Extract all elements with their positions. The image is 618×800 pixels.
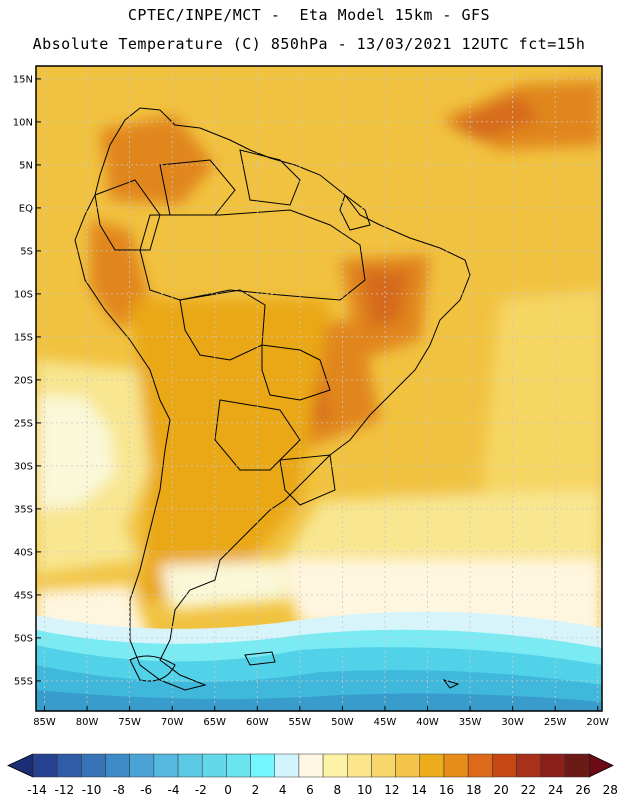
- chart-title-line1: CPTEC/INPE/MCT - Eta Model 15km - GFS: [127, 6, 491, 24]
- colorbar-cell: [226, 753, 251, 778]
- lat-label: 20S: [14, 375, 33, 386]
- lon-label: 45W: [374, 717, 397, 728]
- lon-label: 85W: [33, 717, 56, 728]
- longitude-labels: 85W 80W 75W 70W 65W 60W 55W 50W 45W 40W 35W 30W 25W 2…: [33, 706, 609, 728]
- lat-label: 55S: [14, 676, 33, 687]
- latitude-labels: 15N 10N 5N EQ 5S 10S 15S 20S 25S 30S 35S 40S 45S 50S 5…: [13, 74, 41, 687]
- colorbar-label: 6: [306, 783, 314, 797]
- lat-label: 40S: [14, 547, 33, 558]
- colorbar-cell: [443, 753, 469, 778]
- lat-label: 5N: [19, 160, 33, 171]
- lon-label: 70W: [161, 717, 184, 728]
- colorbar-cell: [274, 753, 300, 778]
- lon-label: 60W: [246, 717, 269, 728]
- colorbar-cell: [419, 753, 445, 778]
- lon-label: 20W: [586, 717, 609, 728]
- colorbar-label: 12: [384, 783, 399, 797]
- colorbar-cell: [540, 753, 566, 778]
- country-borders: [74, 107, 471, 691]
- colorbar-cell: [32, 753, 58, 778]
- colorbar-cell: [298, 753, 324, 778]
- colorbar-label: -4: [168, 783, 180, 797]
- colorbar-label: 0: [224, 783, 232, 797]
- lon-label: 25W: [544, 717, 567, 728]
- colorbar-label: 8: [333, 783, 341, 797]
- colorbar-label: -10: [82, 783, 102, 797]
- colorbar-right-arrow: [588, 753, 614, 778]
- colorbar-label: 20: [493, 783, 508, 797]
- colorbar-cell: [322, 753, 348, 778]
- lat-label: 25S: [14, 418, 33, 429]
- lat-label: 10S: [14, 289, 33, 300]
- colorbar-left-arrow: [7, 753, 34, 778]
- colorbar-cell: [371, 753, 396, 778]
- colorbar-label: -12: [54, 783, 74, 797]
- colorbar-label: -6: [140, 783, 152, 797]
- colorbar-cell: [56, 753, 82, 778]
- colorbar-cell: [250, 753, 275, 778]
- lon-label: 80W: [76, 717, 99, 728]
- lon-label: 50W: [331, 717, 354, 728]
- colorbar-label: -2: [195, 783, 207, 797]
- lat-label: 45S: [14, 590, 33, 601]
- colorbar-label: -8: [113, 783, 125, 797]
- lat-label: 30S: [14, 461, 33, 472]
- colorbar-cell: [516, 753, 541, 778]
- colorbar-cell: [347, 753, 372, 778]
- lon-label: 75W: [118, 717, 141, 728]
- colorbar-label: 14: [412, 783, 427, 797]
- temperature-map: 15N 10N 5N EQ 5S 10S 15S 20S 25S 30S 35S 40S 45S 50S 5…: [13, 65, 609, 728]
- colorbar: -14 -12 -10 -8 -6 -4 -2 0 2 4 6 8 10 12 14 16 18 20 22 24 26…: [7, 753, 618, 797]
- colorbar-label: 18: [466, 783, 481, 797]
- lon-label: 30W: [501, 717, 524, 728]
- colorbar-cell: [492, 753, 517, 778]
- colorbar-cell: [81, 753, 106, 778]
- colorbar-cell: [177, 753, 203, 778]
- lat-label: 15N: [13, 74, 33, 85]
- lat-lon-grid: [36, 66, 602, 711]
- lat-label: 35S: [14, 504, 33, 515]
- colorbar-label: -14: [27, 783, 47, 797]
- colorbar-label: 22: [521, 783, 536, 797]
- lon-label: 40W: [416, 717, 439, 728]
- lat-label: 50S: [14, 633, 33, 644]
- lon-label: 65W: [203, 717, 226, 728]
- cold-band: [36, 611, 602, 711]
- colorbar-cell: [105, 753, 130, 778]
- colorbar-label: 26: [575, 783, 590, 797]
- colorbar-cell: [564, 753, 590, 778]
- colorbar-label: 4: [279, 783, 287, 797]
- colorbar-cell: [201, 753, 227, 778]
- lat-label: EQ: [19, 203, 33, 214]
- lat-label: 10N: [13, 117, 33, 128]
- colorbar-cell: [129, 753, 155, 778]
- lon-label: 55W: [289, 717, 312, 728]
- lat-label: 5S: [20, 246, 33, 257]
- colorbar-label: 10: [357, 783, 372, 797]
- colorbar-label: 28: [603, 783, 618, 797]
- colorbar-label: 2: [252, 783, 260, 797]
- lon-label: 35W: [459, 717, 482, 728]
- chart-title-line2: Absolute Temperature (C) 850hPa - 13/03/…: [32, 35, 586, 53]
- colorbar-label: 24: [548, 783, 563, 797]
- colorbar-cell: [153, 753, 179, 778]
- colorbar-label: 16: [439, 783, 454, 797]
- colorbar-cell: [395, 753, 421, 778]
- colorbar-cell: [467, 753, 493, 778]
- map-frame: [35, 65, 603, 712]
- lat-label: 15S: [14, 332, 33, 343]
